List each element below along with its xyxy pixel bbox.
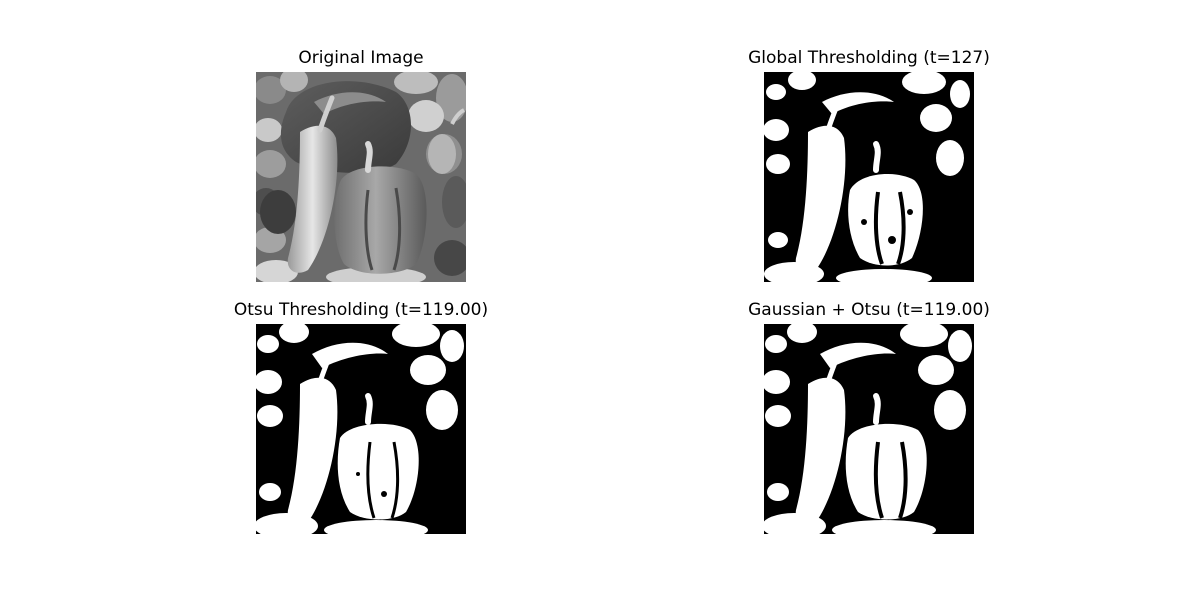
panel-title-otsu-threshold: Otsu Thresholding (t=119.00) — [233, 300, 489, 320]
global-threshold-image — [764, 72, 974, 282]
panel-title-global-threshold: Global Thresholding (t=127) — [748, 48, 990, 68]
panel-title-original: Original Image — [298, 48, 424, 68]
original-image — [256, 72, 466, 282]
peppers-binary-gaussian-otsu-image-icon — [764, 324, 974, 534]
otsu-threshold-image — [256, 324, 466, 534]
gaussian-otsu-image — [764, 324, 974, 534]
peppers-binary-global-image-icon — [764, 72, 974, 282]
peppers-binary-otsu-image-icon — [256, 324, 466, 534]
peppers-grayscale-image-icon — [256, 72, 466, 282]
panel-title-gaussian-otsu: Gaussian + Otsu (t=119.00) — [748, 300, 990, 320]
